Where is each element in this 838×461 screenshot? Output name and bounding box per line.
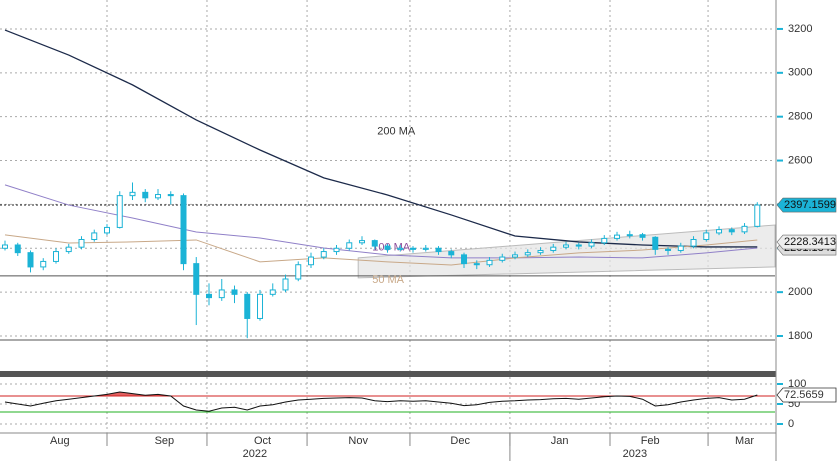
candle-body [677, 245, 684, 251]
candle-body [167, 194, 174, 197]
candle-body [422, 247, 429, 250]
rsi-line [4, 391, 758, 412]
candle-body [410, 247, 417, 250]
candle-body [665, 248, 672, 251]
price-label: 2228.3413 [784, 236, 836, 248]
candle-body [282, 278, 289, 291]
candle-body [320, 251, 327, 258]
series-label: 100 MA [372, 242, 411, 254]
price-label: 72.5659 [784, 389, 824, 401]
candle-body [588, 242, 595, 247]
panel-separator [0, 371, 776, 377]
moving-average [4, 234, 758, 266]
y-tick-label: 2000 [788, 286, 812, 298]
y-tick-label: 3200 [788, 23, 812, 35]
x-tick-label: Dec [450, 435, 470, 447]
candle-body [690, 239, 697, 247]
candle-body [384, 245, 391, 250]
y-tick-label: 3000 [788, 67, 812, 79]
candle-body [486, 259, 493, 266]
candle-body [461, 254, 468, 265]
candle-body [193, 263, 200, 295]
x-tick-label: Oct [254, 435, 271, 447]
channel [357, 224, 776, 279]
moving-average [4, 29, 758, 248]
candle-body [371, 240, 378, 247]
price-label-box [776, 234, 837, 250]
candle-body [244, 293, 251, 319]
candle-body [27, 252, 34, 268]
y-tick-label: 100 [788, 378, 806, 390]
series-label: 50 MA [372, 274, 404, 286]
candle-body [40, 260, 47, 268]
candle-body [652, 236, 659, 250]
x-tick-label: Nov [348, 435, 368, 447]
candle-body [116, 195, 123, 228]
moving-average [4, 184, 758, 259]
candle-body [65, 246, 72, 253]
candle-body [1, 244, 8, 249]
candle-body [155, 194, 162, 199]
candle-body [397, 247, 404, 250]
candle-body [91, 232, 98, 241]
candle-body [601, 237, 608, 244]
series-label: 200 MA [377, 126, 416, 138]
candle-body [537, 249, 544, 254]
price-label: 2397.1599 [784, 199, 836, 211]
candle-body [308, 256, 315, 266]
candle-body [129, 191, 136, 197]
price-label-box [776, 197, 837, 213]
candle-body [104, 226, 111, 234]
candle-body [448, 251, 455, 256]
candle-body [575, 244, 582, 247]
candle-body [728, 229, 735, 233]
candle-body [512, 254, 519, 258]
candle-body [614, 234, 621, 239]
candle-body [295, 264, 302, 280]
x-tick-label: Jan [551, 435, 569, 447]
candle-body [257, 293, 264, 319]
candle-body [333, 247, 340, 253]
candle-body [78, 239, 85, 248]
y-tick-label: 1800 [788, 330, 812, 342]
candle-body [563, 244, 570, 248]
candle-body [231, 289, 238, 295]
candle-body [550, 246, 557, 251]
candle-body [473, 263, 480, 266]
y-tick-label: 0 [788, 418, 794, 430]
candle-body [206, 293, 213, 299]
candle-body [180, 195, 187, 265]
x-tick-label: Feb [641, 435, 660, 447]
candle-body [359, 240, 366, 244]
x-tick-label: Aug [50, 435, 70, 447]
year-label: 2022 [243, 448, 267, 460]
candle-body [754, 204, 761, 227]
candle-body [269, 289, 276, 295]
y-tick-label: 2800 [788, 111, 812, 123]
candle-body [346, 242, 353, 249]
candle-body [524, 252, 531, 256]
candle-body [626, 234, 633, 237]
candle-body [716, 229, 723, 234]
candle-body [142, 191, 149, 199]
price-label-box [776, 387, 837, 403]
candle-body [499, 256, 506, 261]
y-tick-label: 2600 [788, 154, 812, 166]
x-tick-label: Mar [735, 435, 754, 447]
year-label: 2023 [623, 448, 647, 460]
x-tick-label: Sep [155, 435, 175, 447]
candle-body [639, 234, 646, 238]
candle-body [53, 251, 60, 262]
candle-body [435, 247, 442, 253]
candle-body [703, 232, 710, 241]
candle-body [218, 289, 225, 299]
candle-body [14, 244, 21, 254]
candle-body [741, 225, 748, 233]
